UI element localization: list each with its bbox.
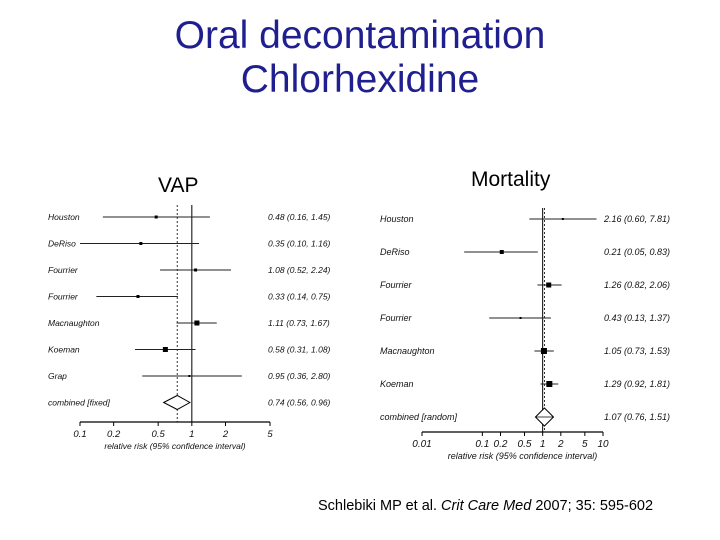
- mortality-panel-label: Mortality: [471, 168, 551, 191]
- study-label: Macnaughton: [380, 346, 435, 356]
- point-estimate-marker: [546, 381, 553, 387]
- x-tick-label: 10: [597, 439, 609, 450]
- x-tick-label: 0.5: [152, 429, 166, 440]
- x-tick-label: 2: [557, 439, 564, 450]
- study-label: Houston: [380, 214, 414, 224]
- study-label: Grap: [48, 371, 67, 381]
- x-axis-label: relative risk (95% confidence interval): [104, 441, 245, 451]
- x-tick-label: 2: [222, 429, 229, 440]
- study-label: DeRiso: [48, 239, 76, 249]
- citation-journal: Crit Care Med: [441, 498, 532, 514]
- point-estimate-marker: [194, 268, 198, 272]
- x-tick-label: 0.2: [494, 439, 508, 450]
- citation: Schlebiki MP et al. Crit Care Med 2007; …: [318, 498, 653, 514]
- ci-value-label: 1.07 (0.76, 1.51): [604, 412, 670, 422]
- point-estimate-marker: [546, 282, 552, 288]
- mortality-forest-plot: Houston 2.16 (0.60, 7.81) DeRiso 0.21 (0.05…: [380, 208, 670, 461]
- point-estimate-marker: [499, 250, 504, 254]
- study-label: Koeman: [380, 379, 414, 389]
- ci-value-label: 1.29 (0.92, 1.81): [604, 379, 670, 389]
- x-tick-label: 0.2: [107, 429, 121, 440]
- study-label: Macnaughton: [48, 318, 100, 328]
- point-estimate-marker: [162, 347, 168, 352]
- point-estimate-marker: [194, 320, 200, 326]
- study-label: Fourrier: [48, 265, 79, 275]
- point-estimate-marker: [188, 375, 191, 377]
- x-tick-label: 0.1: [73, 429, 86, 440]
- x-tick-label: 5: [582, 439, 588, 450]
- study-label: DeRiso: [380, 247, 410, 257]
- study-label: Fourrier: [380, 313, 413, 323]
- slide-title: Oral decontamination Chlorhexidine: [0, 14, 720, 102]
- x-axis-label: relative risk (95% confidence interval): [448, 451, 598, 461]
- study-label: Houston: [48, 212, 80, 222]
- study-label: Koeman: [48, 345, 80, 355]
- citation-details: 2007; 35: 595-602: [531, 498, 654, 514]
- ci-value-label: 0.33 (0.14, 0.75): [268, 292, 331, 302]
- x-tick-label: 1: [540, 439, 546, 450]
- ci-value-label: 1.05 (0.73, 1.53): [604, 346, 670, 356]
- vap-panel-label: VAP: [158, 174, 199, 197]
- ci-value-label: 0.74 (0.56, 0.96): [268, 398, 331, 408]
- ci-value-label: 0.48 (0.16, 1.45): [268, 212, 331, 222]
- x-tick-label: 0.1: [475, 439, 489, 450]
- point-estimate-marker: [154, 215, 158, 219]
- ci-value-label: 0.58 (0.31, 1.08): [268, 345, 331, 355]
- title-line-2: Chlorhexidine: [240, 58, 480, 101]
- ci-value-label: 2.16 (0.60, 7.81): [603, 214, 670, 224]
- x-tick-label: 1: [189, 429, 194, 440]
- study-label: Fourrier: [380, 280, 413, 290]
- ci-value-label: 0.35 (0.10, 1.16): [268, 239, 331, 249]
- point-estimate-marker: [139, 242, 143, 245]
- point-estimate-marker: [519, 317, 522, 319]
- vap-forest-plot: Houston 0.48 (0.16, 1.45) DeRiso 0.35 (0.10…: [48, 205, 331, 451]
- combined-label: combined [random]: [380, 412, 458, 422]
- x-tick-label: 0.5: [518, 439, 532, 450]
- combined-estimate-diamond: [162, 394, 191, 411]
- point-estimate-marker: [136, 295, 140, 298]
- ci-value-label: 0.43 (0.13, 1.37): [604, 313, 670, 323]
- ci-value-label: 1.08 (0.52, 2.24): [268, 265, 331, 275]
- citation-authors: Schlebiki MP et al.: [318, 498, 442, 514]
- ci-value-label: 1.11 (0.73, 1.67): [268, 318, 330, 328]
- point-estimate-marker: [540, 348, 547, 354]
- x-tick-label: 5: [267, 429, 273, 440]
- combined-label: combined [fixed]: [48, 398, 111, 408]
- title-line-1: Oral decontamination: [174, 14, 546, 57]
- x-tick-label: 0.01: [412, 439, 431, 450]
- point-estimate-marker: [561, 218, 564, 220]
- ci-value-label: 0.21 (0.05, 0.83): [604, 247, 670, 257]
- ci-value-label: 1.26 (0.82, 2.06): [604, 280, 670, 290]
- ci-value-label: 0.95 (0.36, 2.80): [268, 371, 331, 381]
- study-label: Fourrier: [48, 292, 79, 302]
